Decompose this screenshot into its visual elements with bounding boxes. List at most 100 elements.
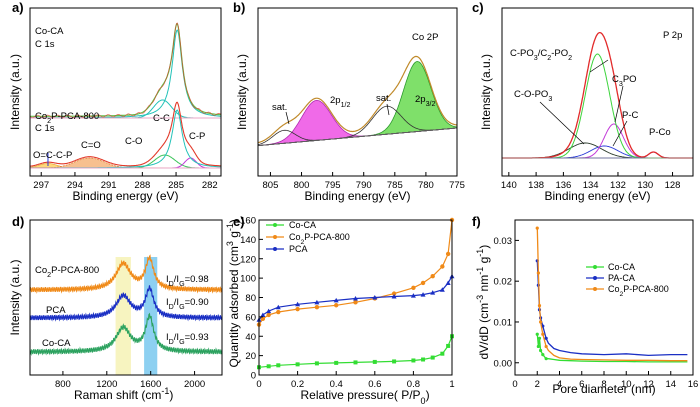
panel-a-x-tick-label: 288 (134, 180, 150, 191)
raman-curve-2 (29, 312, 223, 356)
isotherm-point-0 (421, 357, 426, 362)
annotation-c-c: C-C (153, 113, 170, 124)
pore-point-0 (541, 353, 545, 357)
annotation-2p1-2: 2p1/2 (330, 95, 351, 109)
pore-point-2 (544, 344, 548, 349)
isotherm-point-2 (391, 294, 397, 299)
panel-f-x-tick-label: 2 (535, 379, 540, 390)
panel-c-x-tick-label: 136 (555, 180, 571, 191)
pore-point-2 (541, 332, 545, 336)
isotherm-point-1 (295, 306, 300, 312)
pore-point-2 (537, 304, 542, 308)
panel-a-x-tick-label: 294 (67, 180, 83, 191)
pore-point-2 (535, 226, 539, 230)
panel-c-x-tick-label: 128 (665, 180, 681, 191)
legend-marker-1 (273, 235, 277, 239)
panel-e-x-tick-label: 0.6 (368, 379, 381, 390)
isotherm-point-2 (295, 301, 301, 307)
panel-d-x-tick-label: 1600 (140, 379, 161, 390)
isotherm-line-1 (258, 219, 453, 325)
isotherm-point-1 (314, 304, 320, 310)
panel-f-y-tick-label: 0.03 (494, 236, 513, 247)
panel-e-y-tick-label: 40 (245, 332, 256, 343)
isotherm-point-2 (430, 290, 436, 295)
annotation-c-o: C-O (125, 136, 142, 147)
isotherm-point-2 (372, 295, 378, 300)
panel-f-y-tick-label: 0.02 (494, 277, 513, 288)
panel-f-y-label: dV/dD (cm-3 nm-1 g-1) (475, 245, 491, 360)
isotherm-point-1 (353, 300, 358, 305)
panel-c-x-tick-label: 130 (637, 180, 653, 191)
legend-label-f-2: Co2P-PCA-800 (608, 284, 669, 298)
isotherm-point-0 (314, 361, 319, 366)
series-label-co-ca: Co-CA (42, 338, 71, 349)
panel-label-c: c) (472, 0, 484, 15)
panel-f-y-tick-label: 0.00 (494, 358, 513, 369)
legend-marker-f-0 (593, 265, 597, 269)
panel-e-y-tick-label: 120 (240, 254, 256, 265)
panel-a-x-tick-label: 297 (33, 180, 49, 191)
legend-label-1: Co2P-PCA-800 (289, 232, 350, 246)
panel-f-x-tick-label: 4 (557, 379, 562, 390)
co-ca-envelope (30, 22, 222, 117)
isotherm-point-1 (440, 264, 445, 269)
annotation-sat-right: sat. (376, 93, 391, 104)
panel-f-x-tick-label: 10 (621, 379, 632, 390)
annotation-p-c: P-C (622, 110, 639, 121)
pore-point-0 (538, 348, 543, 353)
panel-c-y-label: Intensity (a.u.) (479, 54, 493, 130)
pore-point-0 (535, 332, 539, 336)
panel-b-x-tick-label: 795 (325, 180, 341, 191)
panel-a-frame (29, 7, 222, 177)
annotation-c1s-lower: C 1s (35, 123, 55, 134)
pore-line-2 (536, 228, 688, 362)
annotation-p-co: P-Co (649, 127, 671, 138)
sat-right-pointer (386, 103, 390, 116)
isotherm-point-0 (266, 364, 271, 369)
isotherm-point-1 (445, 251, 451, 257)
isotherm-point-0 (334, 360, 339, 365)
panel-label-d: d) (12, 214, 24, 229)
panel-label-b: b) (233, 0, 245, 15)
ratio-label-2: ID/IG=0.93 (166, 332, 209, 346)
panel-f-x-tick-label: 8 (601, 379, 606, 390)
isotherm-point-2 (314, 299, 320, 305)
isotherm-point-0 (276, 363, 281, 368)
panel-b-x-tick-label: 800 (294, 180, 310, 191)
isotherm-point-1 (276, 309, 281, 315)
legend-label-2: PCA (289, 244, 308, 254)
pore-line-0 (536, 334, 688, 363)
isotherm-point-0 (446, 343, 451, 348)
p-c-pointer (612, 120, 628, 147)
isotherm-point-1 (266, 312, 271, 318)
panel-e-x-tick-label: 0.8 (407, 379, 420, 390)
panel-d-x-tick-label: 1200 (96, 379, 117, 390)
pore-point-0 (544, 357, 548, 361)
raman-curve-0 (29, 254, 223, 294)
panel-b-x-tick-label: 805 (263, 180, 279, 191)
panel-c-x-tick-label: 140 (501, 180, 517, 191)
panel-f-x-label: Pore diameter (nm) (552, 382, 655, 396)
isotherm-point-1 (391, 291, 397, 296)
panel-f-x-tick-label: 0 (512, 379, 517, 390)
co2p-background (258, 127, 457, 146)
isotherm-point-0 (430, 355, 435, 360)
panel-e-x-tick-label: 1 (449, 379, 454, 390)
panel-c-title: P 2p (663, 30, 682, 41)
annotation-c-o-po3: C-O-PO3 (514, 89, 552, 103)
annotation-co-ca: Co-CA (35, 26, 64, 37)
isotherm-point-0 (295, 362, 300, 367)
panel-label-a: a) (12, 0, 24, 15)
panel-f-y-tick-label: 0.01 (494, 317, 513, 328)
co-ca-raw-signal (29, 22, 222, 118)
isotherm-point-1 (420, 280, 426, 286)
legend-label-f-1: PA-CA (608, 273, 635, 283)
panel-a-x-label: Binding energy (eV) (72, 189, 178, 203)
legend-marker-f-2 (593, 287, 597, 291)
panel-c-x-tick-label: 134 (583, 180, 599, 191)
d-band-highlight (115, 257, 131, 375)
panel-d-y-label: Intensity (a.u.) (8, 259, 22, 335)
peak-c-po3 (502, 53, 693, 159)
annotation-sat-left: sat. (272, 102, 287, 113)
